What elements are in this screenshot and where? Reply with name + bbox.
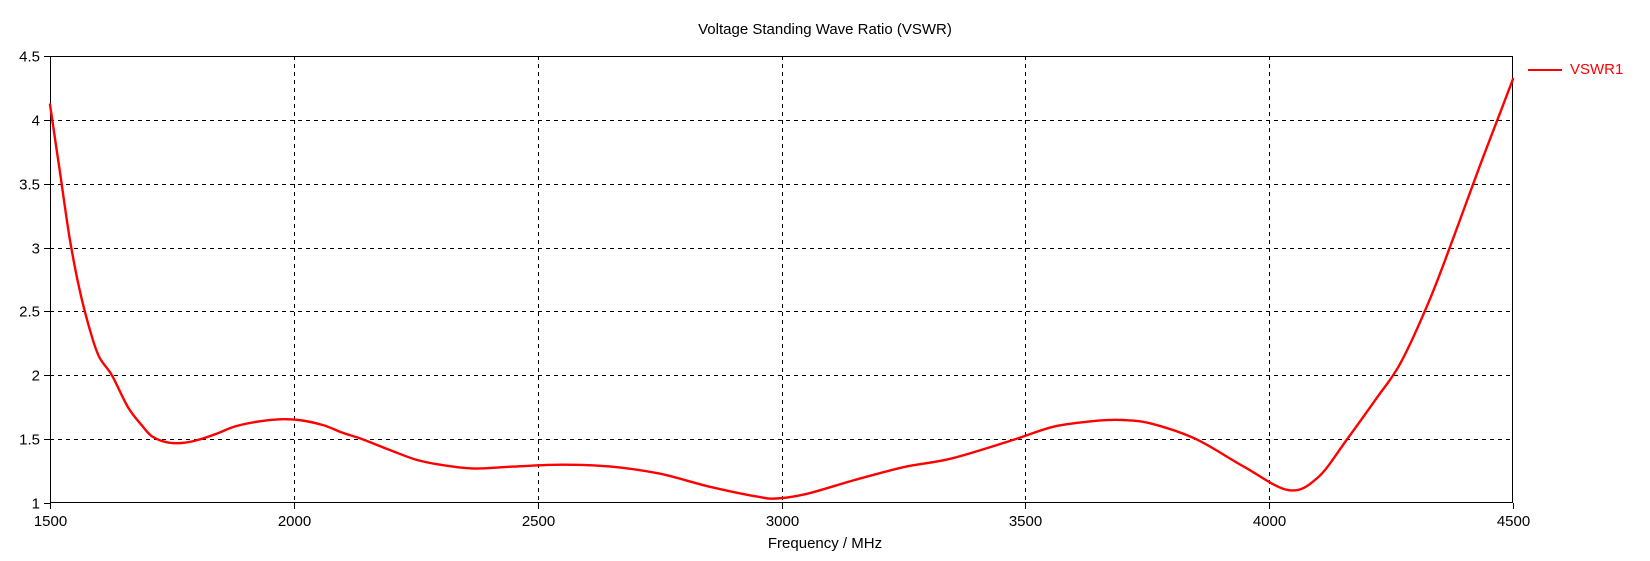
chart-title: Voltage Standing Wave Ratio (VSWR) [698,21,952,38]
x-tick-label: 1500 [34,513,67,530]
y-tick-label: 2.5 [19,304,40,321]
legend: VSWR1 [1528,62,1623,77]
series-curve-vswr1 [48,77,1515,500]
x-tick-label: 4000 [1253,513,1286,530]
y-tick-label: 2 [32,368,40,385]
y-tick-label: 3 [32,241,40,258]
y-tick-label: 4 [32,113,40,130]
x-tick-label: 2000 [278,513,311,530]
y-tick-label: 3.5 [19,177,40,194]
x-tick-label: 2500 [522,513,555,530]
x-tick-label: 4500 [1497,513,1530,530]
legend-line-icon [1528,68,1562,71]
y-tick-label: 1.5 [19,432,40,449]
x-tick-label: 3000 [766,513,799,530]
y-tick-label: 1 [32,496,40,513]
x-tick-label: 3500 [1009,513,1042,530]
plot-border [50,56,1513,503]
legend-label-vswr1: VSWR1 [1570,61,1624,78]
y-tick-label: 4.5 [19,49,40,66]
x-axis-label: Frequency / MHz [767,535,883,552]
